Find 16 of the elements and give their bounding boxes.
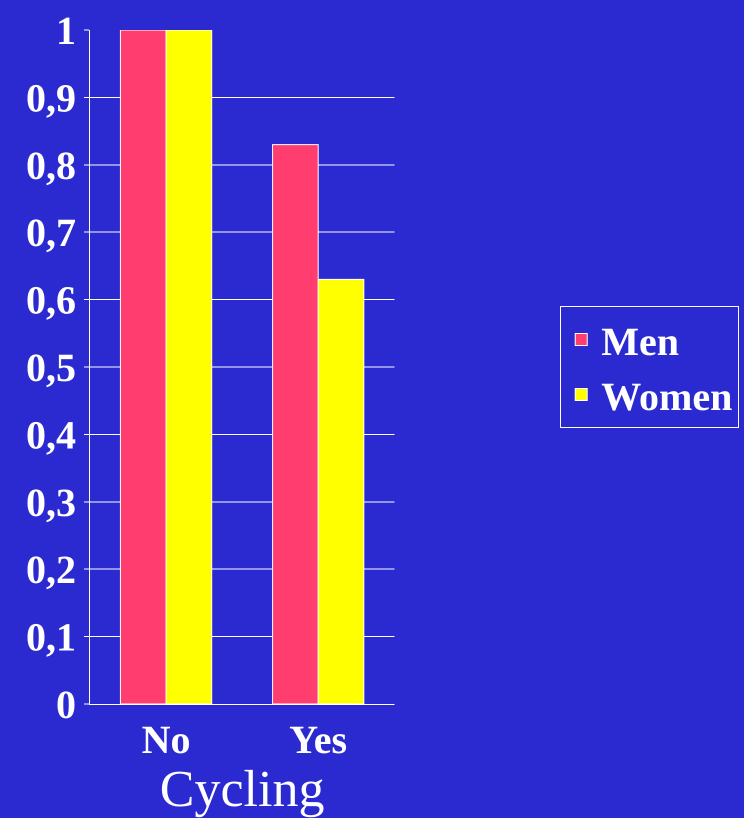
legend-label: Women [601,374,732,420]
y-tick-label: 0,2 [26,547,76,592]
y-tick-label: 1 [56,8,76,53]
y-tick-label: 0,1 [26,614,76,660]
y-tick-label: 0,3 [26,480,76,525]
y-tick-label: 0,9 [26,75,76,120]
legend-label: Men [601,319,679,364]
x-tick-label: Yes [289,717,348,762]
y-tick-label: 0 [56,682,76,727]
y-tick-label: 0,5 [26,345,76,390]
y-tick-label: 0,7 [26,210,76,256]
y-tick-label: 0,6 [26,278,76,323]
x-axis-title: Cycling [160,761,324,818]
y-tick-label: 0,4 [26,412,76,458]
x-tick-label: No [142,717,191,762]
y-tick-label: 0,8 [26,142,76,188]
